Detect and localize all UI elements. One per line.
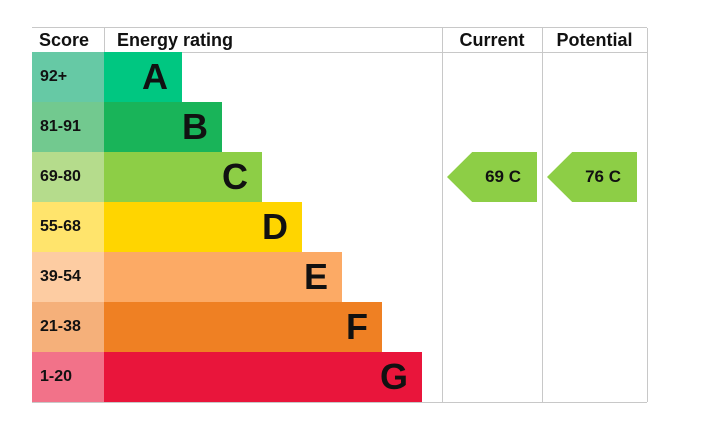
header-potential: Potential (556, 30, 633, 50)
rating-bar-d: D (104, 202, 302, 252)
header-score: Score (39, 30, 90, 50)
score-range-f: 21-38 (32, 302, 104, 352)
divider (647, 28, 648, 402)
rating-bar-a: A (104, 52, 182, 102)
score-range-d: 55-68 (32, 202, 104, 252)
divider (442, 28, 443, 402)
rating-bar-e: E (104, 252, 342, 302)
header-divider (32, 52, 647, 53)
score-range-c: 69-80 (32, 152, 104, 202)
potential-rating-arrow: 76 C (547, 152, 637, 202)
header-current: Current (459, 30, 525, 50)
rating-bar-b: B (104, 102, 222, 152)
border-bottom (32, 402, 647, 403)
rating-bar-f: F (104, 302, 382, 352)
header-energy-rating: Energy rating (117, 30, 234, 50)
border-top (32, 27, 647, 28)
divider (104, 28, 105, 52)
score-range-e: 39-54 (32, 252, 104, 302)
divider (542, 28, 543, 402)
score-range-a: 92+ (32, 52, 104, 102)
score-range-b: 81-91 (32, 102, 104, 152)
rating-bar-c: C (104, 152, 262, 202)
current-rating-arrow: 69 C (447, 152, 537, 202)
score-range-g: 1-20 (32, 352, 104, 402)
rating-bar-g: G (104, 352, 422, 402)
